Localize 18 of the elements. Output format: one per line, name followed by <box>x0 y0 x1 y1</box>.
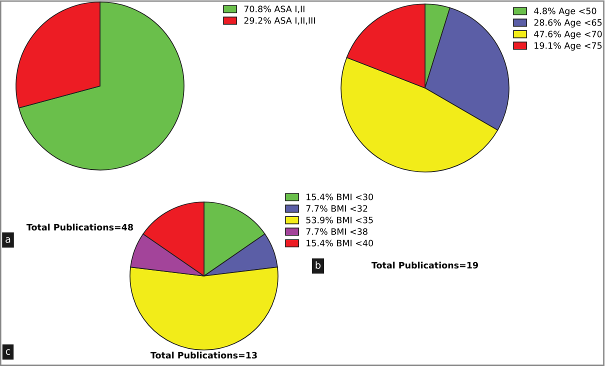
text: Total Publications=13 <box>150 352 257 359</box>
legend-label: 15.4% BMI <40 <box>306 240 373 246</box>
text: c <box>6 349 10 355</box>
legend-label: 4.8% Age <50 <box>534 8 596 16</box>
text: Total Publications=48 <box>26 224 133 231</box>
legend-label: 28.6% Age <65 <box>534 19 602 28</box>
pie-slice <box>18 2 184 170</box>
text: a <box>6 237 10 243</box>
legend-label: 70.8% ASA I,II <box>244 6 304 14</box>
legend-label: 19.1% Age <75 <box>534 42 602 51</box>
legend-label: 29.2% ASA I,II,III <box>244 17 315 25</box>
legend-label: 7.7% BMI <32 <box>306 205 368 212</box>
text: Total Publications=19 <box>372 262 478 269</box>
legend-label: 47.6% Age <70 <box>534 30 602 40</box>
legend-label: 53.9% BMI <35 <box>306 216 373 224</box>
legend-label: 7.7% BMI <38 <box>306 228 368 235</box>
legend-label: 15.4% BMI <30 <box>306 194 373 200</box>
text: b <box>316 261 321 269</box>
